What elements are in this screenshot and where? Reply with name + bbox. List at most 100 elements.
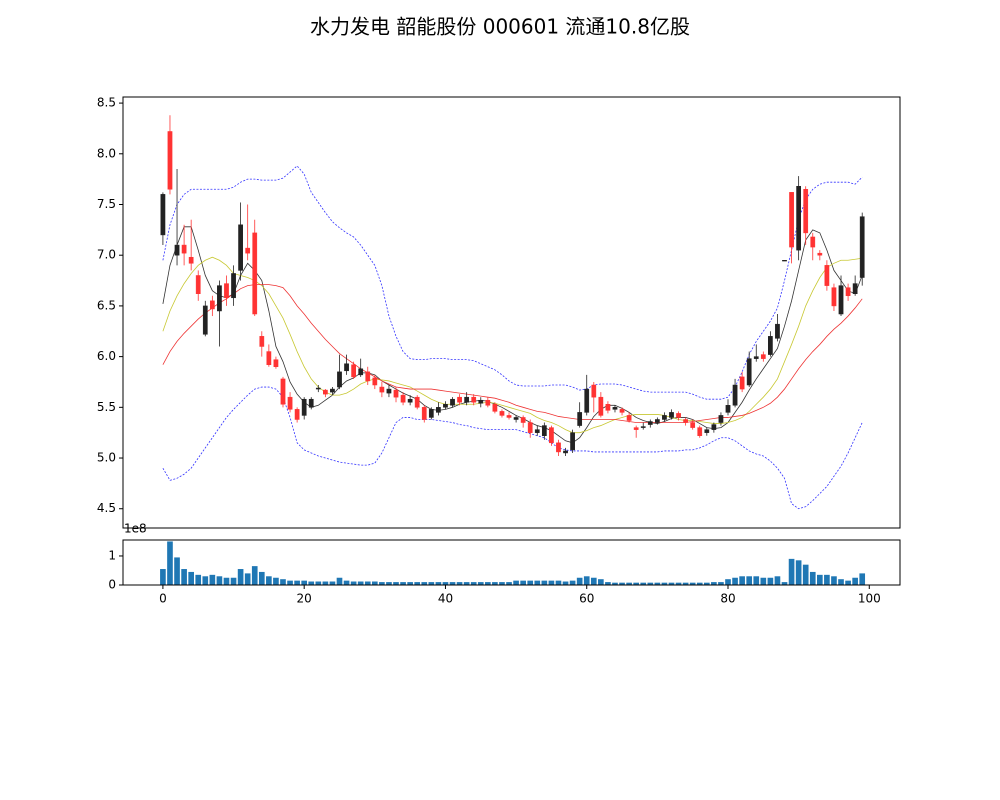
candle-body: [831, 287, 837, 307]
volume-bar: [421, 582, 428, 585]
volume-bar: [174, 557, 180, 585]
candle-body: [259, 336, 265, 347]
candle-body: [591, 384, 597, 398]
y-tick-label: 6.0: [97, 349, 116, 363]
candle-body: [266, 351, 272, 365]
volume-bar: [654, 582, 661, 585]
candle-body: [372, 377, 378, 386]
volume-bar: [767, 577, 774, 585]
candle-body: [619, 409, 625, 413]
volume-bar: [583, 576, 590, 585]
x-tick-label: 60: [579, 592, 594, 606]
volume-bar: [167, 541, 173, 585]
volume-bar: [513, 580, 519, 585]
volume-bar: [485, 582, 491, 585]
volume-bar: [774, 576, 781, 585]
candle-body: [224, 283, 229, 299]
volume-bar: [859, 573, 866, 585]
candle-body: [315, 387, 321, 390]
candle-body: [859, 216, 865, 278]
candle-body: [344, 363, 349, 372]
candle-body: [725, 405, 731, 413]
candle-body: [330, 388, 335, 393]
candle-body: [697, 427, 703, 436]
volume-bar: [675, 582, 682, 585]
volume-bar: [301, 580, 308, 585]
y-tick-label: 4.5: [97, 501, 116, 515]
volume-bar: [393, 582, 399, 585]
candle-body: [400, 394, 406, 403]
volume-bar: [647, 582, 654, 585]
candle-body: [464, 396, 470, 403]
volume-bar: [626, 582, 632, 585]
y-tick-label: 7.0: [97, 248, 116, 262]
candle-body: [739, 376, 745, 390]
x-tick-label: 20: [297, 592, 312, 606]
volume-bar: [195, 574, 202, 585]
candle-body: [308, 398, 314, 408]
volume-bar: [838, 579, 844, 585]
candle-body: [612, 407, 618, 410]
volume-bar: [379, 582, 385, 585]
candle-body: [485, 399, 491, 406]
candle-body: [209, 300, 215, 310]
volume-bar: [845, 580, 851, 585]
candle-body: [231, 273, 236, 299]
volume-bar: [788, 558, 795, 585]
candle-body: [549, 427, 554, 444]
volume-bar: [371, 581, 378, 585]
volume-bar: [809, 571, 816, 585]
volume-bar: [251, 566, 258, 585]
volume-bar: [506, 582, 512, 585]
volume-bar: [534, 580, 541, 585]
candle-body: [534, 429, 540, 433]
candle-body: [167, 131, 173, 190]
candle-body: [711, 424, 717, 430]
volume-bar: [817, 574, 823, 585]
candle-body: [195, 275, 201, 294]
candle-body: [746, 358, 752, 386]
candle-body: [393, 389, 399, 398]
volume-bar: [477, 582, 484, 585]
volume-bar: [541, 580, 548, 585]
volume-bar: [795, 560, 802, 585]
candle-body: [520, 417, 526, 423]
candle-body: [527, 422, 533, 433]
candle-body: [160, 194, 166, 236]
candle-body: [188, 256, 194, 264]
candle-body: [245, 247, 251, 254]
y-tick-label: 7.5: [97, 197, 116, 211]
volume-bar: [732, 577, 738, 585]
volume-bar: [258, 571, 265, 585]
candle-body: [252, 232, 258, 315]
volume-bar: [343, 580, 350, 585]
volume-bar: [527, 580, 534, 585]
volume-bar: [725, 579, 731, 585]
line-series: [162, 165, 863, 400]
volume-bar: [661, 582, 668, 585]
candle-body: [640, 426, 646, 428]
candle-body: [654, 419, 660, 423]
volume-bar: [273, 577, 279, 585]
candle-body: [457, 396, 462, 403]
volume-bar: [576, 577, 583, 585]
volume-bar: [202, 576, 209, 585]
candle-body: [174, 244, 180, 256]
candle-body: [633, 427, 639, 430]
volume-bar: [386, 582, 392, 585]
volume-bar: [435, 582, 442, 585]
candle-body: [414, 396, 420, 408]
volume-bar: [831, 576, 837, 585]
volume-bar: [237, 569, 244, 585]
candle-body: [337, 371, 342, 388]
volume-bar: [852, 577, 858, 585]
volume-bar: [209, 574, 216, 585]
volume-bar: [266, 576, 272, 585]
candle-body: [280, 378, 286, 405]
candle-body: [824, 265, 830, 286]
volume-bar: [350, 581, 357, 585]
volume-bar: [329, 581, 336, 585]
candle-body: [662, 415, 667, 420]
volume-bar: [682, 582, 689, 585]
candle-body: [386, 388, 392, 394]
